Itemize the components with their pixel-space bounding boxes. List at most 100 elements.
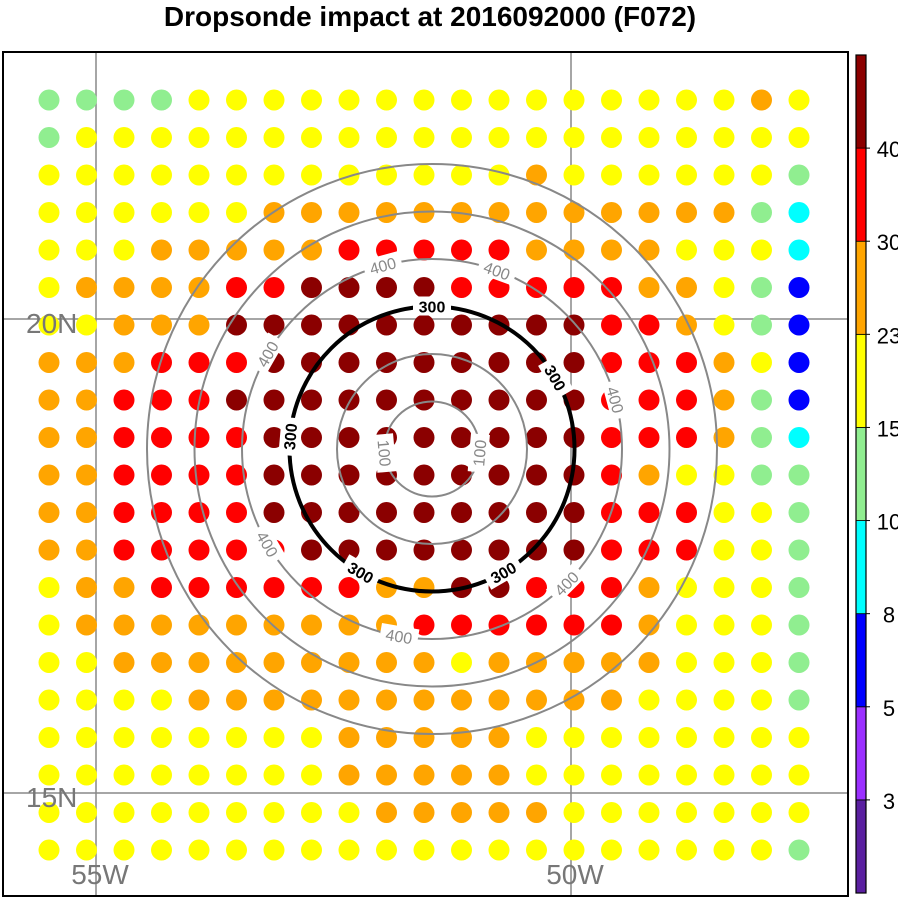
dropsonde-stations	[38, 89, 810, 861]
station-marker	[338, 202, 360, 223]
station-marker	[451, 164, 472, 186]
station-marker	[76, 727, 97, 748]
station-marker	[788, 577, 810, 598]
station-marker	[301, 427, 322, 448]
station-marker	[526, 764, 547, 786]
range-ring-200	[336, 353, 528, 545]
colorbar-label: 30	[877, 230, 898, 255]
station-marker	[488, 352, 510, 373]
station-marker	[488, 764, 510, 786]
ring-label-bg	[249, 332, 285, 375]
station-marker	[451, 614, 472, 636]
station-marker	[38, 127, 60, 148]
station-marker	[188, 764, 210, 786]
station-marker	[188, 352, 210, 373]
station-marker	[676, 502, 697, 523]
plot-title: Dropsonde impact at 2016092000 (F072)	[163, 1, 697, 32]
station-marker	[451, 239, 472, 261]
station-marker	[226, 689, 247, 711]
station-marker	[226, 277, 247, 298]
station-marker	[788, 764, 810, 786]
colorbar-label: 10	[877, 510, 898, 535]
station-marker	[488, 427, 510, 448]
station-marker	[638, 839, 660, 861]
station-marker	[676, 539, 697, 561]
station-marker	[713, 652, 735, 673]
station-marker	[113, 689, 135, 711]
station-marker	[301, 89, 322, 111]
station-marker	[263, 652, 285, 673]
station-marker	[638, 239, 660, 261]
station-marker	[413, 239, 435, 261]
station-marker	[676, 652, 697, 673]
station-marker	[301, 314, 322, 336]
station-marker	[638, 689, 660, 711]
station-marker	[676, 614, 697, 636]
station-marker	[38, 389, 60, 411]
station-marker	[226, 802, 247, 823]
station-marker	[413, 89, 435, 111]
station-marker	[76, 764, 97, 786]
range-ring-100	[383, 400, 481, 498]
station-marker	[526, 239, 547, 261]
station-marker	[376, 89, 397, 111]
station-marker	[338, 464, 360, 486]
station-marker	[676, 689, 697, 711]
station-marker	[263, 464, 285, 486]
station-marker	[226, 764, 247, 786]
station-marker	[638, 614, 660, 636]
station-marker	[38, 764, 60, 786]
station-marker	[751, 314, 772, 336]
station-marker	[788, 202, 810, 223]
station-marker	[38, 839, 60, 861]
station-marker	[488, 539, 510, 561]
station-marker	[751, 239, 772, 261]
station-marker	[788, 727, 810, 748]
station-marker	[526, 164, 547, 186]
station-marker	[151, 352, 172, 373]
station-marker	[488, 652, 510, 673]
station-marker	[638, 314, 660, 336]
lon-label-0: 55W	[71, 859, 129, 890]
station-marker	[676, 352, 697, 373]
station-marker	[376, 127, 397, 148]
station-marker	[563, 202, 585, 223]
station-marker	[151, 652, 172, 673]
station-marker	[38, 239, 60, 261]
station-marker	[76, 839, 97, 861]
station-marker	[113, 502, 135, 523]
station-marker	[151, 839, 172, 861]
station-marker	[563, 839, 585, 861]
station-marker	[751, 427, 772, 448]
station-marker	[488, 614, 510, 636]
station-marker	[638, 127, 660, 148]
station-marker	[788, 839, 810, 861]
station-marker	[301, 539, 322, 561]
station-marker	[151, 689, 172, 711]
station-marker	[601, 764, 622, 786]
station-marker	[338, 127, 360, 148]
station-marker	[638, 502, 660, 523]
station-marker	[151, 727, 172, 748]
station-marker	[563, 239, 585, 261]
ring-label-bg	[467, 433, 490, 473]
station-marker	[113, 727, 135, 748]
station-marker	[151, 314, 172, 336]
station-marker	[413, 314, 435, 336]
station-marker	[338, 164, 360, 186]
station-marker	[413, 839, 435, 861]
station-marker	[676, 164, 697, 186]
station-marker	[451, 839, 472, 861]
ring-label-bg	[378, 622, 420, 649]
station-marker	[713, 577, 735, 598]
colorbar-label: 5	[883, 696, 895, 721]
station-marker	[263, 277, 285, 298]
station-marker	[638, 427, 660, 448]
station-marker	[38, 539, 60, 561]
station-marker	[601, 689, 622, 711]
station-marker	[188, 839, 210, 861]
station-marker	[676, 802, 697, 823]
station-marker	[788, 689, 810, 711]
station-marker	[751, 727, 772, 748]
station-marker	[151, 577, 172, 598]
